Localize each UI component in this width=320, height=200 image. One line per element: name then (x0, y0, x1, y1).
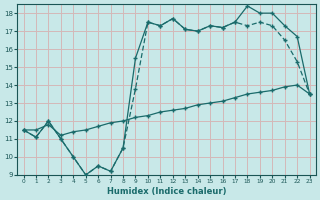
X-axis label: Humidex (Indice chaleur): Humidex (Indice chaleur) (107, 187, 226, 196)
